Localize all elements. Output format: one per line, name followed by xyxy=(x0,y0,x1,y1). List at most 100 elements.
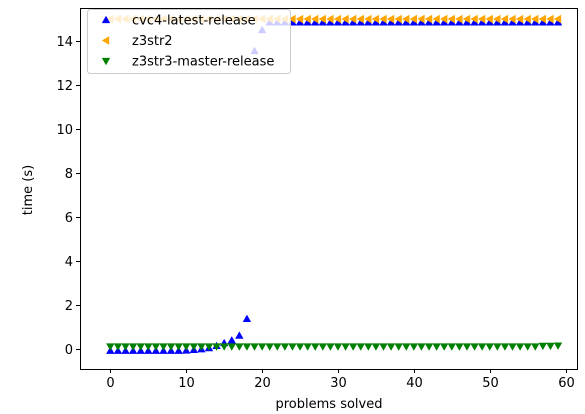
data-point xyxy=(531,14,539,24)
y-axis-label: time (s) xyxy=(21,165,36,215)
data-point xyxy=(409,18,419,26)
data-point xyxy=(341,343,350,351)
data-point xyxy=(106,343,115,351)
data-point xyxy=(250,343,259,351)
data-point xyxy=(470,343,479,351)
data-point xyxy=(166,343,176,351)
data-point xyxy=(113,343,123,351)
y-tick-label: 10 xyxy=(56,123,73,138)
data-point xyxy=(227,343,236,351)
data-point xyxy=(311,18,320,26)
data-point xyxy=(409,343,419,351)
data-point xyxy=(523,343,532,351)
data-point xyxy=(485,343,494,351)
legend-entry: z3str2 xyxy=(101,34,173,49)
data-point xyxy=(538,14,546,24)
y-tick-label: 12 xyxy=(56,79,73,94)
data-point xyxy=(288,14,296,24)
data-point xyxy=(311,14,319,24)
data-point xyxy=(523,18,532,26)
data-point xyxy=(303,343,312,351)
data-point xyxy=(485,14,493,24)
data-point xyxy=(333,343,343,351)
data-point xyxy=(121,343,130,351)
x-tick-label: 60 xyxy=(558,376,575,391)
data-point xyxy=(379,14,387,24)
data-point xyxy=(197,343,206,351)
data-point xyxy=(341,18,350,26)
data-point xyxy=(364,14,372,24)
data-point xyxy=(538,18,548,26)
data-point xyxy=(128,343,138,351)
data-point xyxy=(500,14,509,24)
data-point xyxy=(515,343,525,351)
data-point xyxy=(136,343,145,351)
data-point xyxy=(493,343,502,351)
data-point xyxy=(553,14,562,24)
y-tick-label: 6 xyxy=(65,211,73,226)
legend-marker xyxy=(101,15,111,24)
data-point xyxy=(371,18,381,26)
data-point xyxy=(364,343,373,351)
data-point xyxy=(546,18,555,26)
data-point xyxy=(295,14,304,24)
y-tick-label: 2 xyxy=(65,299,73,314)
data-point xyxy=(159,343,168,351)
data-point xyxy=(508,18,517,26)
data-point xyxy=(235,331,244,339)
data-point xyxy=(326,343,335,351)
data-point xyxy=(462,18,472,26)
data-point xyxy=(485,18,494,26)
data-point xyxy=(424,18,434,26)
data-point xyxy=(440,343,449,351)
legend-label: cvc4-latest-release xyxy=(132,14,256,29)
data-point xyxy=(333,14,342,24)
legend: cvc4-latest-release z3str2 z3str3-master-r… xyxy=(87,9,291,74)
legend-entry: z3str3-master-release xyxy=(101,55,274,70)
data-point xyxy=(394,14,402,24)
legend-label: z3str2 xyxy=(132,34,173,49)
data-point xyxy=(538,342,548,351)
data-point xyxy=(386,14,395,24)
data-point xyxy=(151,343,161,351)
data-point xyxy=(432,14,440,24)
data-point xyxy=(447,18,456,26)
data-point xyxy=(371,343,381,351)
data-point xyxy=(515,18,525,26)
y-tick-label: 0 xyxy=(65,343,73,358)
data-point xyxy=(356,18,365,26)
data-point xyxy=(462,343,472,351)
data-point xyxy=(455,14,463,24)
data-point xyxy=(462,14,471,24)
data-point xyxy=(409,14,418,24)
data-point xyxy=(280,343,290,351)
data-point xyxy=(219,343,229,351)
y-axis: 0 2 4 6 8 10 12 14 xyxy=(56,35,80,358)
data-point xyxy=(326,18,335,26)
legend-box xyxy=(87,9,291,74)
data-point xyxy=(242,314,252,322)
data-point xyxy=(364,18,373,26)
data-point xyxy=(311,343,320,351)
data-point xyxy=(477,14,486,24)
data-point xyxy=(432,343,441,351)
data-point xyxy=(417,14,425,24)
data-point xyxy=(227,336,236,344)
data-point xyxy=(273,343,282,351)
legend-entries: cvc4-latest-release z3str2 z3str3-master-r… xyxy=(101,14,274,70)
data-point xyxy=(470,14,478,24)
data-point xyxy=(493,18,502,26)
data-point xyxy=(318,14,326,24)
data-point xyxy=(295,343,305,351)
data-point xyxy=(174,343,183,351)
data-point xyxy=(386,343,396,351)
data-point xyxy=(553,18,563,26)
data-point xyxy=(326,14,334,24)
data-point xyxy=(417,343,426,351)
data-point xyxy=(432,18,441,26)
data-point xyxy=(348,14,357,24)
series-z3str3-master-release xyxy=(106,342,563,351)
data-point xyxy=(348,343,358,351)
x-tick-label: 50 xyxy=(482,376,499,391)
